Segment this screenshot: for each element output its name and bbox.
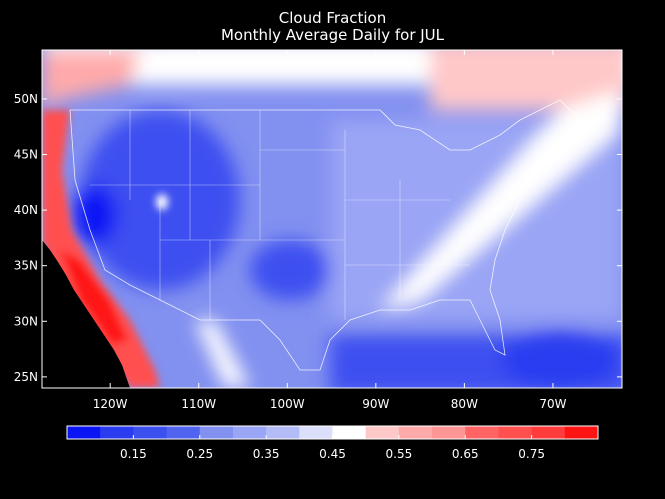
y-tick-label: 45N (14, 148, 38, 162)
colorbar-label: 0.75 (518, 447, 545, 461)
colorbar-label: 0.45 (319, 447, 346, 461)
colorbar-bin (564, 426, 599, 439)
colorbar-bin (531, 426, 566, 439)
field-diagonal-band (380, 90, 620, 310)
colorbar-bin (232, 426, 267, 439)
us-border-outline (69, 99, 581, 371)
y-axis: 50N 45N 40N 35N 30N 25N (14, 92, 622, 384)
field-utah-peak (156, 194, 168, 210)
x-tick-label: 110W (181, 397, 216, 411)
colorbar-bin (398, 426, 433, 439)
colorbar-bin (133, 426, 168, 439)
x-tick-label: 70W (539, 397, 566, 411)
colorbar-bin (299, 426, 333, 439)
y-tick-label: 25N (14, 370, 38, 384)
colorbar-bin (498, 426, 533, 439)
y-tick-label: 30N (14, 314, 38, 328)
colorbar-label: 0.25 (186, 447, 213, 461)
colorbar-bin (266, 426, 300, 439)
field-nw-pink (42, 50, 140, 110)
colorbar-bin (166, 426, 201, 439)
x-tick-label: 80W (451, 397, 478, 411)
x-tick-label: 120W (93, 397, 128, 411)
colorbar-bin (365, 426, 400, 439)
colorbar-bin (199, 426, 234, 439)
field-nevada-min (73, 185, 117, 245)
x-tick-label: 100W (270, 397, 305, 411)
colorbar-bin (100, 426, 134, 439)
colorbar-bin (67, 426, 101, 439)
x-tick-label: 90W (362, 397, 389, 411)
chart-subtitle: Monthly Average Daily for JUL (220, 26, 445, 44)
field-texas-low (250, 240, 330, 300)
field-mexico-band (195, 320, 250, 388)
map-frame (41, 49, 623, 389)
colorbar-label: 0.65 (452, 447, 479, 461)
colorbar-label: 0.15 (120, 447, 147, 461)
field-coastal-max (60, 250, 128, 345)
no-data-region (42, 240, 130, 388)
colorbar-bin (332, 426, 367, 439)
cloud-fraction-field (42, 50, 622, 388)
colorbar-label: 0.35 (253, 447, 280, 461)
y-tick-label: 35N (14, 259, 38, 273)
colorbar-bin (432, 426, 466, 439)
chart-title: Cloud Fraction (278, 9, 387, 27)
colorbar-bin (465, 426, 499, 439)
x-axis: 120W 110W 100W 90W 80W 70W (93, 50, 567, 411)
y-tick-label: 50N (14, 92, 38, 106)
y-tick-label: 40N (14, 203, 38, 217)
field-atlantic-min (500, 330, 620, 388)
state-boundaries (90, 110, 470, 320)
colorbar: 0.15 0.25 0.35 0.45 0.55 0.65 0.75 (66, 425, 599, 461)
colorbar-label: 0.55 (386, 447, 413, 461)
